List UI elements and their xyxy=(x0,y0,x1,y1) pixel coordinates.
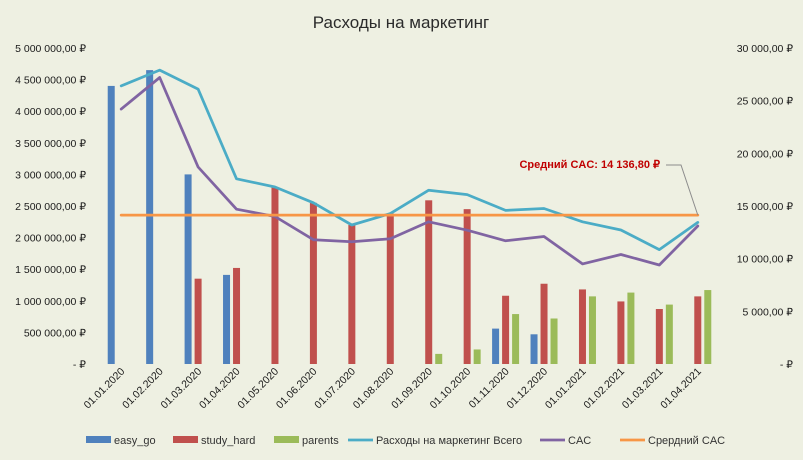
bar-parents xyxy=(435,353,443,364)
right-axis-tick-label: 25 000,00 ₽ xyxy=(737,96,794,108)
bar-study-hard xyxy=(348,224,356,364)
bar-parents xyxy=(665,304,673,364)
bar-parents xyxy=(704,290,712,364)
legend-label: study_hard xyxy=(201,435,255,447)
right-axis-tick-label: 15 000,00 ₽ xyxy=(737,201,794,213)
bar-easy-go xyxy=(223,274,231,364)
legend-swatch xyxy=(173,436,198,443)
bar-study-hard xyxy=(655,309,663,364)
bar-parents xyxy=(550,318,558,364)
bar-easy-go xyxy=(492,328,500,364)
bar-study-hard xyxy=(502,295,510,364)
line-series xyxy=(119,76,700,267)
bar-easy-go xyxy=(184,174,192,364)
bar-parents xyxy=(588,296,596,364)
bar-study-hard xyxy=(271,187,279,364)
legend-label: CAC xyxy=(568,435,591,447)
legend-label: parents xyxy=(302,435,339,447)
bar-series-group xyxy=(107,70,712,365)
bar-study-hard xyxy=(578,289,586,364)
bar-parents xyxy=(473,349,481,364)
legend-label: Расходы на маркетинг Всего xyxy=(376,435,522,447)
right-axis-tick-label: 20 000,00 ₽ xyxy=(737,148,794,160)
bar-study-hard xyxy=(386,213,394,364)
bar-study-hard xyxy=(617,301,625,364)
bar-study-hard xyxy=(194,278,202,364)
left-y-axis: - ₽ 500 000,00 ₽ 1 000 000,00 ₽ 1 500 000,0… xyxy=(15,43,86,371)
bar-easy-go xyxy=(146,70,154,365)
annotation-leader-line xyxy=(666,164,699,216)
left-axis-tick-label: 4 500 000,00 ₽ xyxy=(15,75,86,87)
legend-label: easy_go xyxy=(114,435,156,447)
bar-parents xyxy=(627,292,635,364)
bar-study-hard xyxy=(309,202,317,364)
legend-swatch xyxy=(274,436,299,443)
legend: easy_go study_hard parents Расходы на марке… xyxy=(86,435,725,447)
left-axis-tick-label: 1 500 000,00 ₽ xyxy=(15,264,86,276)
right-y-axis: - ₽ 5 000,00 ₽ 10 000,00 ₽ 15 000,00 ₽ 20 00… xyxy=(737,43,794,371)
left-axis-tick-label: - ₽ xyxy=(73,359,86,371)
left-axis-tick-label: 3 000 000,00 ₽ xyxy=(15,169,86,181)
x-axis-tick-label: 01.04.2021 xyxy=(658,366,704,412)
bar-study-hard xyxy=(694,296,702,364)
right-axis-tick-label: 10 000,00 ₽ xyxy=(737,254,794,266)
bar-easy-go xyxy=(107,85,115,365)
bar-study-hard xyxy=(233,267,241,364)
bar-study-hard xyxy=(540,283,548,364)
bar-study-hard xyxy=(463,209,471,364)
x-axis: 01.01.202001.02.202001.03.202001.04.2020… xyxy=(82,366,704,412)
bar-easy-go xyxy=(530,334,538,364)
right-axis-tick-label: 5 000,00 ₽ xyxy=(743,306,794,318)
x-axis-tick-label: 01.10.2020 xyxy=(428,366,474,412)
line-series xyxy=(119,68,700,251)
legend-swatch xyxy=(86,436,111,443)
left-axis-tick-label: 1 000 000,00 ₽ xyxy=(15,296,86,308)
chart-title: Расходы на маркетинг xyxy=(313,13,490,32)
left-axis-tick-label: 2 500 000,00 ₽ xyxy=(15,201,86,213)
line-series-group xyxy=(119,68,700,267)
right-axis-tick-label: 30 000,00 ₽ xyxy=(737,43,794,55)
bar-parents xyxy=(512,314,520,364)
left-axis-tick-label: 3 500 000,00 ₽ xyxy=(15,138,86,150)
right-axis-tick-label: - ₽ xyxy=(780,359,793,371)
average-cac-label: Средний CAC: 14 136,80 ₽ xyxy=(519,159,660,171)
average-cac-annotation: Средний CAC: 14 136,80 ₽ xyxy=(519,159,699,216)
legend-label: Срердний CAC xyxy=(648,435,725,447)
left-axis-tick-label: 2 000 000,00 ₽ xyxy=(15,233,86,245)
left-axis-tick-label: 500 000,00 ₽ xyxy=(24,327,86,339)
left-axis-tick-label: 4 000 000,00 ₽ xyxy=(15,106,86,118)
bar-study-hard xyxy=(425,200,433,364)
left-axis-tick-label: 5 000 000,00 ₽ xyxy=(15,43,86,55)
